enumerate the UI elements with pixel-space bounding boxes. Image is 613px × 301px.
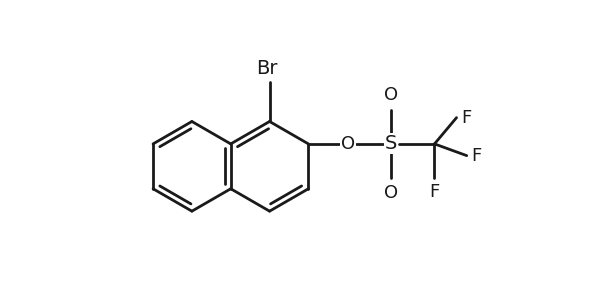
Text: O: O	[384, 86, 398, 104]
Text: S: S	[385, 135, 397, 154]
Text: Br: Br	[256, 59, 278, 78]
Text: O: O	[384, 184, 398, 202]
Text: F: F	[461, 109, 471, 127]
Text: O: O	[341, 135, 355, 153]
Text: F: F	[429, 184, 440, 201]
Text: F: F	[471, 147, 481, 165]
